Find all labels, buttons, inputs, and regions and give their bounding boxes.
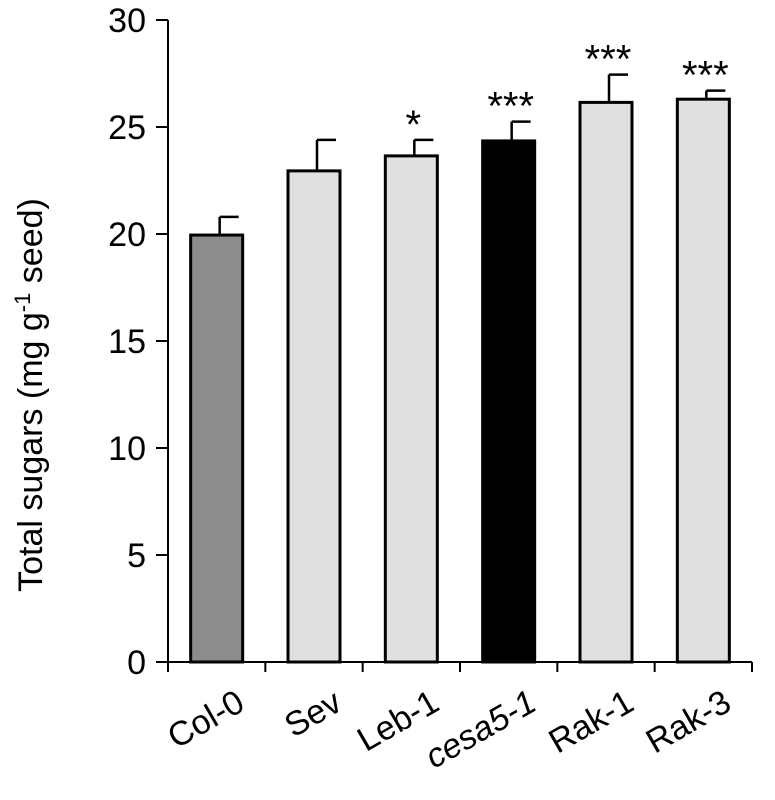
category-label-Rak-1: Rak-1: [542, 683, 640, 761]
error-bars: [218, 73, 726, 236]
bar-Col-0: [189, 233, 245, 664]
bar-Leb-1: [383, 154, 439, 664]
error-bar-Rak-3: [705, 89, 726, 100]
y-tick-label-20: 20: [108, 216, 146, 254]
y-tick-label-25: 25: [108, 109, 146, 147]
error-bar-Col-0: [218, 215, 239, 236]
error-bar-Rak-1: [607, 73, 628, 103]
error-bar-cesa5-1: [510, 120, 531, 141]
y-tick-label-15: 15: [108, 323, 146, 361]
y-axis-title: Total sugars (mg g-1 seed): [10, 198, 50, 592]
y-tick-label-0: 0: [127, 644, 146, 682]
y-tick-label-5: 5: [127, 537, 146, 575]
bars: [189, 97, 731, 664]
error-bar-Sev: [315, 138, 336, 171]
y-tick-label-30: 30: [108, 2, 146, 40]
x-axis: [167, 661, 753, 672]
error-bar-Leb-1: [413, 138, 434, 156]
category-label-Rak-3: Rak-3: [640, 683, 738, 761]
y-axis-title-suffix: seed): [12, 198, 50, 293]
significance-Rak-3: ***: [682, 54, 729, 98]
bar-cesa5-1: [481, 139, 537, 664]
category-label-Sev: Sev: [278, 683, 348, 745]
significance-markers: * ****** ***: [406, 38, 729, 147]
category-label-Col-0: Col-0: [161, 683, 250, 757]
y-axis-title-prefix: Total sugars (mg g: [12, 312, 50, 592]
y-axis-title-superscript: -1: [10, 293, 35, 313]
y-tick-label-10: 10: [108, 430, 146, 468]
significance-Leb-1: *: [406, 103, 422, 147]
significance-cesa5-1: ***: [487, 85, 534, 129]
y-axis: 0 5 10 15 20 25 30: [108, 2, 169, 682]
bar-Sev: [286, 169, 342, 664]
bar-Rak-3: [675, 97, 731, 664]
category-label-cesa5-1: cesa5-1: [419, 683, 543, 776]
significance-Rak-1: ***: [585, 38, 632, 82]
bar-Rak-1: [578, 100, 634, 664]
